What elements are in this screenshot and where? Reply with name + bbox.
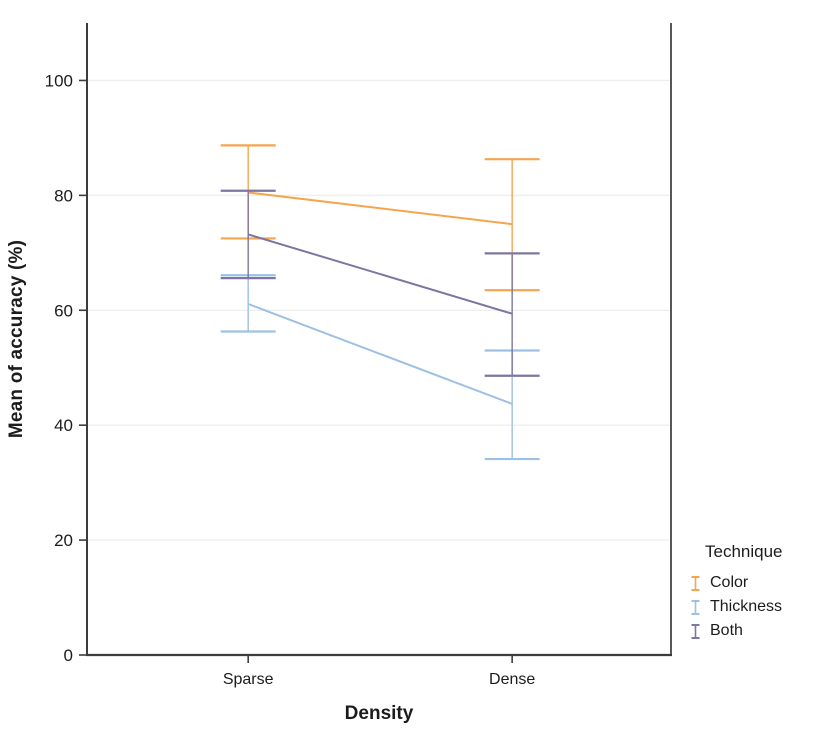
series-line-color <box>248 191 513 226</box>
y-tick-label: 80 <box>54 186 73 205</box>
y-axis-title: Mean of accuracy (%) <box>6 239 27 439</box>
legend-item-thickness: Thickness <box>690 595 783 619</box>
legend-label: Color <box>710 574 749 591</box>
series-line-both <box>247 233 513 315</box>
y-tick-label: 40 <box>54 416 73 435</box>
x-tick-label: Sparse <box>223 671 274 688</box>
error-bar-icon <box>691 599 700 615</box>
error-bar-icon <box>691 623 700 639</box>
legend-item-both: Both <box>690 619 783 643</box>
x-axis-title: Density <box>344 703 414 724</box>
legend-item-color: Color <box>690 571 783 595</box>
legend: Technique Color Thickness Both <box>690 542 783 643</box>
y-tick-label: 60 <box>54 301 73 320</box>
y-tick-label: 100 <box>45 71 73 90</box>
legend-label: Thickness <box>710 598 783 615</box>
series-line-thickness <box>247 303 513 405</box>
error-bar-icon <box>691 575 700 591</box>
x-tick-label: Dense <box>489 671 535 688</box>
y-tick-label: 0 <box>64 646 73 665</box>
legend-title: Technique <box>705 542 783 561</box>
y-tick-label: 20 <box>54 531 73 550</box>
legend-label: Both <box>710 622 743 639</box>
